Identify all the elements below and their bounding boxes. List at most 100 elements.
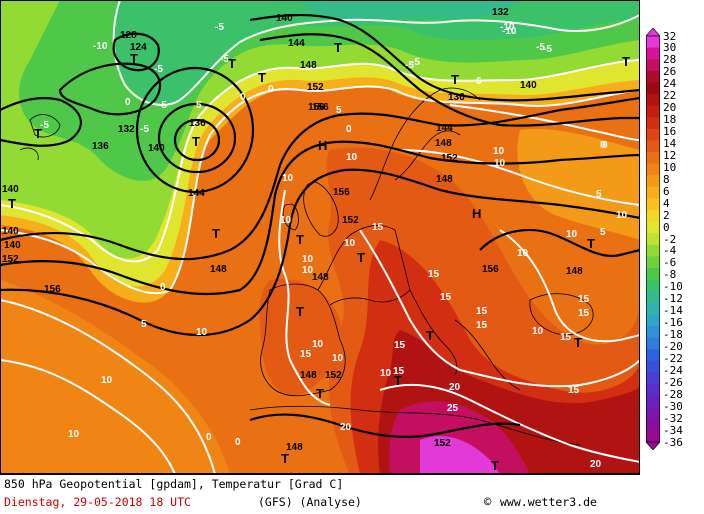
temperature-label: 10 <box>332 353 344 364</box>
low-center: T <box>357 250 365 265</box>
temperature-label: 5 <box>196 100 202 111</box>
temperature-label: 20 <box>340 422 352 433</box>
temperature-label: 15 <box>476 306 488 317</box>
colorbar-swatch <box>646 360 660 373</box>
colorbar-frame <box>646 35 660 443</box>
pressure-label: 156 <box>308 102 325 113</box>
pressure-label: 124 <box>130 42 147 53</box>
valid-date: Dienstag, 29-05-2018 18 UTC <box>4 495 191 509</box>
temp-zone-10c-west <box>0 280 230 474</box>
colorbar-swatch <box>646 430 660 443</box>
low-center: T <box>228 56 236 71</box>
colorbar-swatch <box>646 268 660 281</box>
low-center: T <box>426 328 434 343</box>
temperature-label: 10 <box>616 210 628 221</box>
high-center: H <box>318 138 327 153</box>
colorbar-tick-label: -12 <box>663 292 683 306</box>
colorbar-swatch <box>646 152 660 165</box>
temperature-label: 10 <box>282 173 294 184</box>
colorbar-tick-label: 6 <box>663 184 670 198</box>
colorbar-tick-label: -32 <box>663 411 683 425</box>
pressure-label: 128 <box>120 30 137 41</box>
isotherm-20c <box>379 383 640 463</box>
pressure-labels: 140 128 124 136 132 140 136 140 144 148 … <box>2 7 583 453</box>
pressure-label: 152 <box>441 153 458 164</box>
pressure-centers: T T T T T T T T H H T T T T T T T T T T <box>8 40 630 473</box>
colorbar-swatch <box>646 198 660 211</box>
low-center: T <box>394 373 402 388</box>
temperature-label: 10 <box>493 146 505 157</box>
temperature-label: 10 <box>517 248 529 259</box>
temp-zone-m10c <box>112 0 640 106</box>
colorbar-tick-label: -6 <box>663 256 677 270</box>
low-center-contour-136 <box>173 118 221 162</box>
low-center: T <box>192 134 200 149</box>
temperature-label: 10 <box>68 429 80 440</box>
source-credit: www.wetter3.de <box>500 495 597 509</box>
temp-zone-m12c <box>300 0 520 20</box>
geopotential-contours <box>0 14 640 439</box>
colorbar-tick-label: -2 <box>663 232 677 246</box>
contour-136-west <box>0 96 82 147</box>
colorbar-swatch <box>646 59 660 72</box>
temperature-label: -5 <box>215 22 224 33</box>
low-center: T <box>258 70 266 85</box>
colorbar-tick-label: -36 <box>663 435 683 449</box>
colorbar-tick-label: -20 <box>663 339 683 353</box>
pressure-label: 152 <box>434 438 451 449</box>
colorbar-tick-label: 30 <box>663 41 677 55</box>
low-center: T <box>622 54 630 69</box>
contour-152-south <box>249 413 521 439</box>
colorbar-arrow-bottom <box>646 441 660 450</box>
low-center: T <box>574 335 582 350</box>
temperature-label: 25 <box>447 403 459 414</box>
colorbar-swatch <box>646 105 660 118</box>
low-center-contour-140 <box>157 102 237 174</box>
colorbar-swatch <box>646 291 660 304</box>
pressure-label: 148 <box>435 138 452 149</box>
pressure-label: 136 <box>92 141 109 152</box>
colorbar-tick-label: 20 <box>663 101 677 115</box>
colorbar-swatch <box>646 36 660 49</box>
temperature-label: 0 <box>602 140 608 151</box>
temperature-label: 10 <box>312 339 324 350</box>
coastline-north-africa <box>249 405 581 446</box>
colorbar-swatch <box>646 186 660 199</box>
pressure-label: 148 <box>286 442 303 453</box>
temperature-label: 0 <box>268 84 274 95</box>
colorbar-tick-label: -10 <box>663 280 683 294</box>
temperature-label: 5 <box>596 189 602 200</box>
map-frame <box>0 0 640 474</box>
colorbar-swatch <box>646 314 660 327</box>
colorbar-swatch <box>646 140 660 153</box>
pressure-label: 156 <box>333 187 350 198</box>
contour-124 <box>112 32 160 72</box>
colorbar-tick-label: -8 <box>663 268 677 282</box>
colorbar-swatch <box>646 47 660 60</box>
colorbar-tick-label: 32 <box>663 29 677 43</box>
temperature-label: 10 <box>302 265 314 276</box>
colorbar-swatch <box>646 302 660 315</box>
colorbar-swatch <box>646 418 660 431</box>
pressure-label: 152 <box>2 254 19 265</box>
coastline-black-sea <box>529 293 594 336</box>
pressure-label: 144 <box>188 188 205 199</box>
colorbar-swatch <box>646 221 660 234</box>
colorbar-tick-label: -18 <box>663 328 683 342</box>
temperature-label: 15 <box>560 332 572 343</box>
temperature-label: 15 <box>393 366 405 377</box>
pressure-label: 136 <box>448 92 465 103</box>
temperature-label: 5 <box>600 227 606 238</box>
colorbar-tick-label: 10 <box>663 160 677 174</box>
pressure-label: 132 <box>118 124 135 135</box>
pressure-label: 156 <box>482 264 499 275</box>
pressure-label: 140 <box>2 226 19 237</box>
temperature-label: -5 <box>411 57 420 68</box>
temperature-label: 0 <box>240 92 246 103</box>
temperature-label: 10 <box>494 158 506 169</box>
colorbar-swatch <box>646 337 660 350</box>
temperature-label: 10 <box>344 238 356 249</box>
temperature-label: 20 <box>449 382 461 393</box>
pressure-label: 140 <box>4 240 21 251</box>
isotherm-10c-east <box>399 149 640 206</box>
